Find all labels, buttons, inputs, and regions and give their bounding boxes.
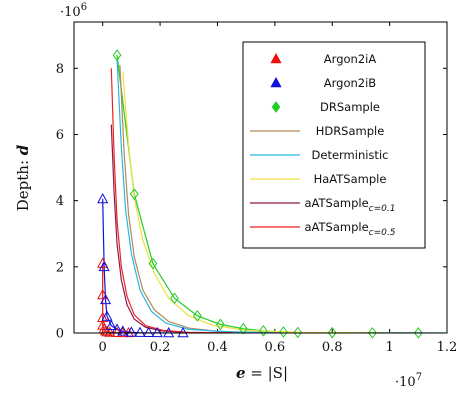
data-point-argon2ib bbox=[98, 260, 110, 272]
data-point-argon2ib bbox=[99, 293, 112, 305]
legend-symbol-drsample bbox=[271, 101, 281, 113]
x-tick-label: 0 bbox=[99, 340, 107, 355]
legend-symbol-argon2ia bbox=[270, 52, 282, 64]
y-multiplier: ·106 bbox=[60, 2, 87, 20]
x-multiplier: ·107 bbox=[395, 372, 422, 390]
data-point-argon2ia bbox=[97, 288, 109, 300]
legend-box bbox=[242, 41, 426, 249]
x-tick-label: 1.2 bbox=[437, 340, 458, 355]
x-tick-label: 0.8 bbox=[322, 340, 343, 355]
data-point-drsample bbox=[129, 188, 139, 200]
y-tick-label: 8 bbox=[56, 62, 64, 77]
data-point-drsample bbox=[293, 326, 303, 339]
x-tick-label: 0.2 bbox=[150, 340, 171, 355]
data-point-argon2ia bbox=[97, 311, 109, 323]
data-point-drsample bbox=[238, 322, 248, 335]
data-point-drsample bbox=[112, 49, 122, 61]
data-point-drsample bbox=[148, 257, 158, 270]
legend-label-drsample: DRSample bbox=[320, 100, 380, 114]
legend-label-argon2ia: Argon2iA bbox=[324, 52, 377, 66]
data-point-drsample bbox=[215, 318, 225, 331]
data-point-argon2ia bbox=[117, 326, 129, 338]
series-markers bbox=[97, 49, 423, 339]
legend: Argon2iA Argon2iB DRSample HDRSample Determi… bbox=[242, 41, 426, 249]
legend-label-hdrsample: HDRSample bbox=[316, 124, 385, 138]
data-point-argon2ib bbox=[143, 326, 155, 338]
data-point-argon2ib bbox=[177, 326, 189, 338]
data-point-argon2ib bbox=[97, 192, 109, 204]
y-axis-title: Depth: d bbox=[14, 144, 32, 211]
data-point-argon2ib bbox=[125, 326, 137, 337]
series-line-deterministic bbox=[116, 58, 447, 333]
x-multiplier-exponent: 7 bbox=[416, 372, 422, 383]
plot-frame bbox=[73, 21, 448, 334]
data-point-argon2ib bbox=[134, 326, 146, 337]
legend-label-aatsample-c-0-5: aATSamplec=0.5 bbox=[305, 220, 396, 238]
y-tick-label: 0 bbox=[56, 327, 64, 342]
y-tick-label: 2 bbox=[56, 260, 64, 275]
tick-labels: 0 0.2 0.4 0.6 0.8 1 1.2 0 2 4 6 8 bbox=[56, 62, 458, 355]
legend-label-deterministic: Deterministic bbox=[312, 148, 389, 162]
data-point-argon2ib bbox=[151, 326, 163, 338]
x-tick-label: 1 bbox=[385, 340, 393, 355]
legend-label-aatsample-c-0-1: aATSamplec=0.1 bbox=[305, 196, 396, 214]
x-axis-title: e = |S| bbox=[236, 364, 288, 382]
y-tick-label: 6 bbox=[56, 128, 64, 143]
data-point-argon2ia bbox=[104, 326, 116, 337]
legend-label-argon2ib: Argon2iB bbox=[324, 76, 377, 90]
data-point-drsample bbox=[258, 325, 268, 337]
legend-label-haatsample: HaATSample bbox=[314, 172, 387, 186]
data-point-argon2ib bbox=[117, 325, 129, 336]
series-line-aatsample-c-0-5 bbox=[110, 68, 232, 333]
x-tick-label: 0.6 bbox=[265, 340, 286, 355]
data-point-argon2ib bbox=[163, 326, 175, 338]
series-line-haatsample bbox=[122, 71, 390, 333]
data-point-drsample bbox=[279, 326, 288, 338]
data-point-argon2ib bbox=[101, 310, 113, 321]
legend-symbol-argon2ib bbox=[270, 76, 282, 88]
y-multiplier-exponent: 6 bbox=[81, 2, 87, 13]
series-line-argon2ib bbox=[102, 198, 184, 333]
data-point-drsample bbox=[193, 309, 202, 322]
y-tick-label: 4 bbox=[56, 194, 64, 209]
data-point-drsample bbox=[413, 327, 423, 339]
data-point-drsample bbox=[170, 292, 179, 305]
x-tick-label: 0.4 bbox=[207, 340, 228, 355]
data-point-drsample bbox=[368, 327, 377, 339]
data-point-drsample bbox=[327, 326, 337, 339]
data-point-argon2ib bbox=[105, 319, 117, 330]
